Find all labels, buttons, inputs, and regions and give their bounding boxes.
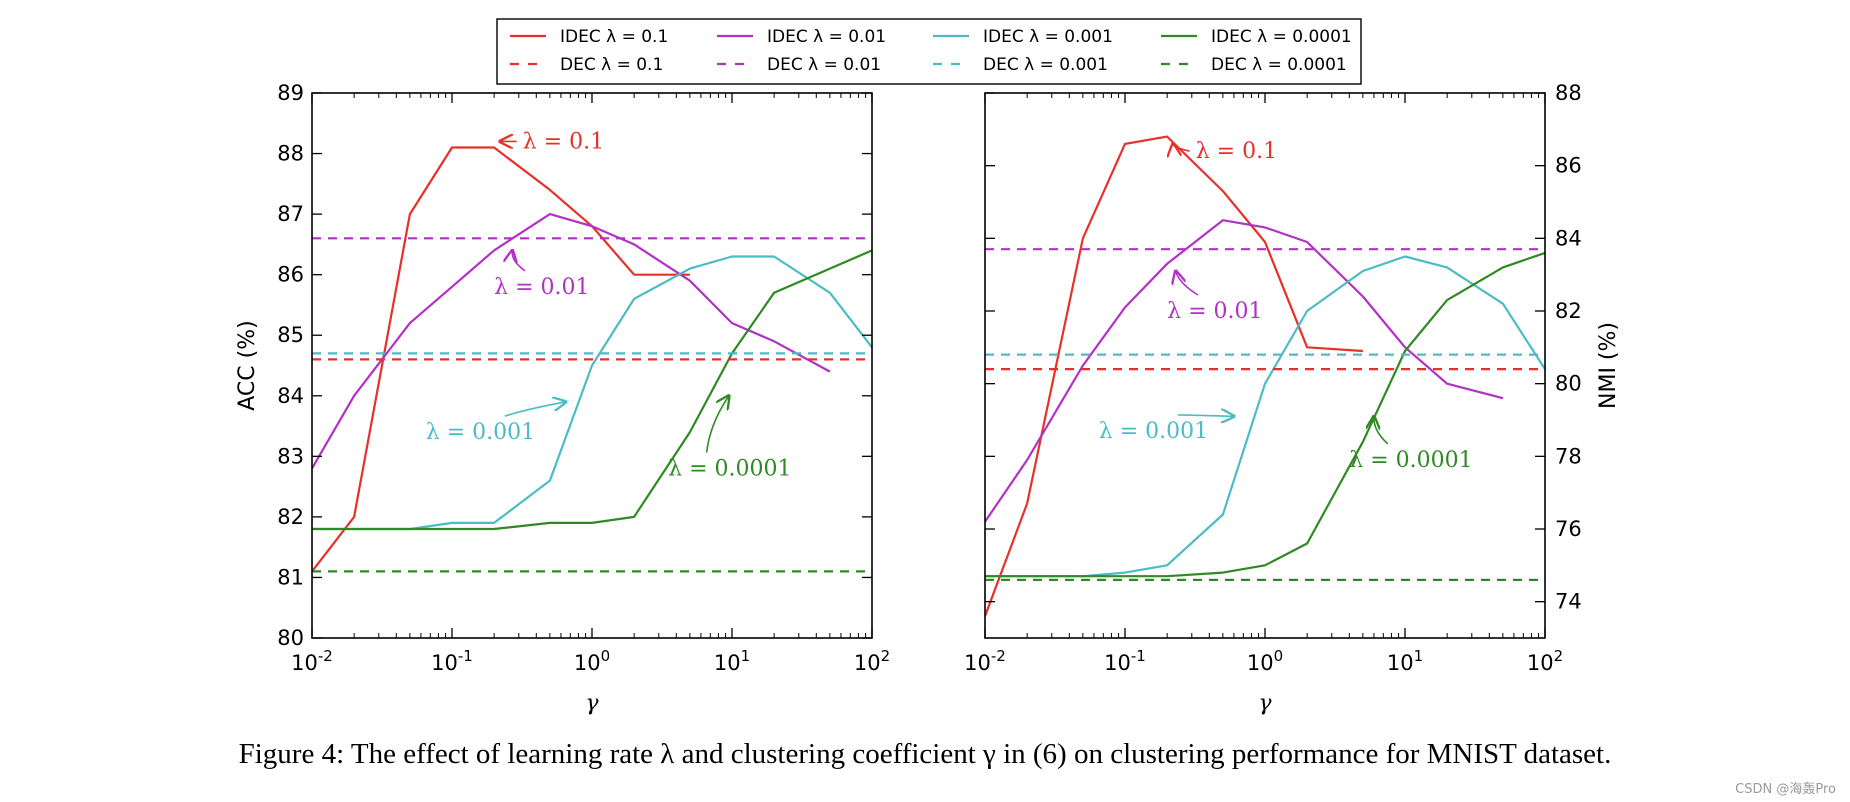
x-tick-label-base: 10 xyxy=(431,651,458,675)
annotations: λ = 0.1 λ = 0.01 λ = 0.001 λ = 0.0001 xyxy=(426,129,792,481)
annotation-lambda-0-01-arrow xyxy=(512,250,526,272)
y-tick-label: 74 xyxy=(1555,590,1582,614)
annotation-lambda-0-1-label: λ = 0.1 xyxy=(1196,139,1277,164)
x-tick-label: 10-2 xyxy=(964,647,1006,675)
figure-caption: Figure 4: The effect of learning rate λ … xyxy=(238,738,1612,770)
x-tick-label-base: 10 xyxy=(1104,651,1131,675)
y-tick-label: 83 xyxy=(277,444,304,468)
legend: IDEC λ = 0.1 DEC λ = 0.1 IDEC λ = 0.01 DEC … xyxy=(496,18,1362,85)
legend-frame xyxy=(496,18,1362,85)
series-line-idec-lambda-0-1 xyxy=(985,135,1363,617)
y-tick-label: 84 xyxy=(1555,226,1582,250)
annotation-lambda-0-001-arrow xyxy=(1177,415,1234,416)
x-tick-label: 100 xyxy=(1247,647,1283,675)
annotation-lambda-0-001-label: λ = 0.001 xyxy=(426,420,535,445)
x-tick-label-base: 10 xyxy=(1387,651,1414,675)
series-line-idec-lambda-0-0001 xyxy=(985,251,1545,578)
x-tick-label-exponent: 2 xyxy=(881,647,891,665)
legend-label-idec-lambda-0-1: IDEC λ = 0.1 xyxy=(560,27,668,47)
plot-frame xyxy=(984,92,1546,639)
x-tick-label-base: 10 xyxy=(291,651,318,675)
y-tick-label: 85 xyxy=(277,323,304,347)
x-tick-label-base: 10 xyxy=(714,651,741,675)
annotation-lambda-0-01-label: λ = 0.01 xyxy=(494,275,589,300)
x-tick-label: 100 xyxy=(574,647,610,675)
x-tick-label-exponent: -1 xyxy=(458,647,473,665)
y-tick-label: 80 xyxy=(1555,372,1582,396)
series-group xyxy=(985,135,1545,617)
x-tick-label-base: 10 xyxy=(1527,651,1554,675)
y-tick-label: 82 xyxy=(1555,299,1582,323)
panel-acc: 10-2 10-1 100 101 102γ80818283848586878889AC… xyxy=(235,81,890,716)
annotations: λ = 0.1 λ = 0.01 λ = 0.001 λ = 0.0001 xyxy=(1099,139,1473,473)
y-axis: 74 76 78 80 82 84 86 88 NMI (%) xyxy=(985,81,1621,614)
y-tick-label: 86 xyxy=(1555,154,1582,178)
series-line-idec-lambda-0-001 xyxy=(312,255,872,531)
x-tick-label: 102 xyxy=(854,647,890,675)
y-tick-label: 87 xyxy=(277,202,304,226)
x-tick-label-exponent: 1 xyxy=(741,647,751,665)
y-axis-label: NMI (%) xyxy=(1596,322,1621,409)
x-axis-label: γ xyxy=(585,691,599,716)
x-tick-label-exponent: -1 xyxy=(1131,647,1146,665)
y-axis: 80 81 82 83 84 85 86 87 88 89 ACC (%) xyxy=(235,81,872,650)
y-axis-label: ACC (%) xyxy=(235,320,260,410)
x-tick-label: 10-2 xyxy=(291,647,333,675)
series-group xyxy=(312,146,872,573)
y-tick-label: 84 xyxy=(277,384,304,408)
annotation-lambda-0-0001-arrow xyxy=(1374,416,1389,445)
x-tick-label-base: 10 xyxy=(854,651,881,675)
x-tick-label: 101 xyxy=(1387,647,1423,675)
y-tick-label: 80 xyxy=(277,626,304,650)
series-line-idec-lambda-0-01 xyxy=(985,219,1504,523)
x-tick-label: 10-1 xyxy=(431,647,473,675)
legend-label-dec-lambda-0-1: DEC λ = 0.1 xyxy=(560,55,663,75)
annotation-lambda-0-0001-label: λ = 0.0001 xyxy=(668,456,791,481)
annotation-lambda-0-01-arrow xyxy=(1176,271,1199,296)
x-tick-label-exponent: -2 xyxy=(991,647,1006,665)
legend-label-dec-lambda-0-001: DEC λ = 0.001 xyxy=(983,55,1108,75)
x-tick-label: 10-1 xyxy=(1104,647,1146,675)
x-tick-label-exponent: 1 xyxy=(1414,647,1424,665)
y-tick-label: 76 xyxy=(1555,517,1582,541)
legend-label-dec-lambda-0-01: DEC λ = 0.01 xyxy=(767,55,881,75)
y-tick-label: 89 xyxy=(277,81,304,105)
series-line-idec-lambda-0-0001 xyxy=(312,249,872,531)
y-tick-label: 88 xyxy=(1555,81,1582,105)
annotation-lambda-0-01-label: λ = 0.01 xyxy=(1167,299,1262,324)
x-tick-label-exponent: -2 xyxy=(318,647,333,665)
legend-label-idec-lambda-0-001: IDEC λ = 0.001 xyxy=(983,27,1113,47)
y-tick-label: 88 xyxy=(277,142,304,166)
x-tick-label-exponent: 2 xyxy=(1554,647,1564,665)
y-tick-label: 78 xyxy=(1555,444,1582,468)
series-line-idec-lambda-0-01 xyxy=(312,213,831,469)
x-tick-label-base: 10 xyxy=(1247,651,1274,675)
annotation-lambda-0-0001-label: λ = 0.0001 xyxy=(1349,448,1472,473)
y-tick-label: 82 xyxy=(277,505,304,529)
annotation-lambda-0-0001-arrow xyxy=(705,396,729,453)
series-line-idec-lambda-0-1 xyxy=(312,146,690,573)
y-tick-label: 81 xyxy=(277,565,304,589)
x-tick-label-base: 10 xyxy=(964,651,991,675)
x-tick-label-exponent: 0 xyxy=(1274,647,1284,665)
watermark: CSDN @海轰Pro xyxy=(1735,782,1836,797)
legend-label-idec-lambda-0-0001: IDEC λ = 0.0001 xyxy=(1211,27,1352,47)
y-tick-label: 86 xyxy=(277,263,304,287)
legend-label-idec-lambda-0-01: IDEC λ = 0.01 xyxy=(767,27,886,47)
annotation-lambda-0-1-arrow xyxy=(1173,144,1190,151)
x-tick-label: 102 xyxy=(1527,647,1563,675)
annotation-lambda-0-001-label: λ = 0.001 xyxy=(1099,419,1208,444)
x-tick-label-exponent: 0 xyxy=(601,647,611,665)
x-axis-label: γ xyxy=(1258,691,1272,716)
x-tick-label: 101 xyxy=(714,647,750,675)
legend-label-dec-lambda-0-0001: DEC λ = 0.0001 xyxy=(1211,55,1347,75)
x-tick-label-base: 10 xyxy=(574,651,601,675)
annotation-lambda-0-1-label: λ = 0.1 xyxy=(523,129,604,154)
annotation-lambda-0-001-arrow xyxy=(504,402,566,417)
